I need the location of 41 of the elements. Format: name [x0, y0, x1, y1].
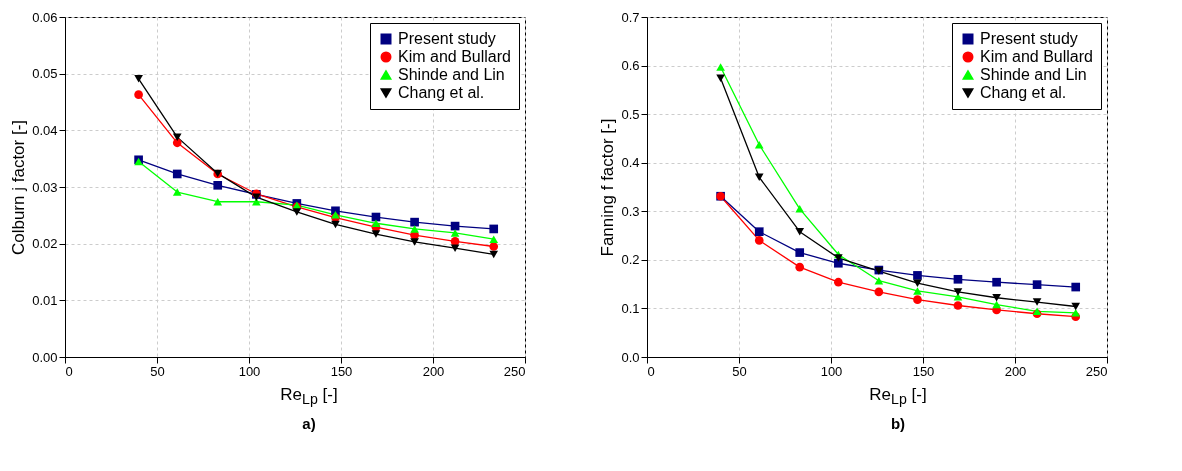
- y-axis-title: Fanning f factor [-]: [598, 118, 618, 257]
- text: b): [889, 415, 907, 433]
- y-tick-label: 0.05: [32, 66, 58, 82]
- y-tick-label: 0.0: [621, 349, 640, 365]
- legend-label: Present study: [398, 30, 496, 47]
- y-tick-label: 0.02: [32, 236, 58, 252]
- x-tick-label: 200: [422, 363, 445, 379]
- legend-label: Shinde and Lin: [398, 66, 505, 83]
- legend-label: Chang et al.: [980, 84, 1067, 101]
- y-tick-label: 0.6: [621, 58, 640, 74]
- x-tick-label: 50: [732, 363, 747, 379]
- x-tick-label: 250: [1085, 363, 1108, 379]
- x-tick-label: 100: [238, 363, 261, 379]
- x-tick-label: 250: [503, 363, 526, 379]
- y-axis-title: Colburn j factor [-]: [9, 119, 29, 256]
- legend-label: Kim and Bullard: [398, 48, 511, 65]
- legend-label: Chang et al.: [398, 84, 485, 101]
- y-tick-label: 0.2: [621, 252, 640, 268]
- legend-label: Shinde and Lin: [980, 66, 1087, 83]
- y-tick-label: 0.01: [32, 292, 58, 308]
- x-axis-title: Re$_{Lp}$ [-]: [279, 385, 339, 408]
- y-tick-label: 0.3: [621, 203, 640, 219]
- y-tick-label: 0.00: [32, 349, 58, 365]
- x-tick-label: 150: [330, 363, 353, 379]
- y-tick-label: 0.04: [32, 122, 58, 138]
- x-tick-label: 0: [647, 363, 655, 379]
- legend-label: Kim and Bullard: [980, 48, 1093, 65]
- y-tick-label: 0.4: [621, 155, 640, 171]
- y-tick-label: 0.5: [621, 106, 640, 122]
- x-tick-label: 200: [1004, 363, 1027, 379]
- x-tick-label: 0: [65, 363, 73, 379]
- x-tick-label: 150: [912, 363, 935, 379]
- x-tick-label: 100: [820, 363, 843, 379]
- x-tick-label: 50: [150, 363, 165, 379]
- x-axis-title: Re$_{Lp}$ [-]: [868, 385, 928, 408]
- y-tick-label: 0.1: [621, 300, 640, 316]
- text: a): [301, 415, 317, 433]
- y-tick-label: 0.7: [621, 9, 640, 25]
- y-tick-label: 0.06: [32, 9, 58, 25]
- legend-label: Present study: [980, 30, 1078, 47]
- y-tick-label: 0.03: [32, 179, 58, 195]
